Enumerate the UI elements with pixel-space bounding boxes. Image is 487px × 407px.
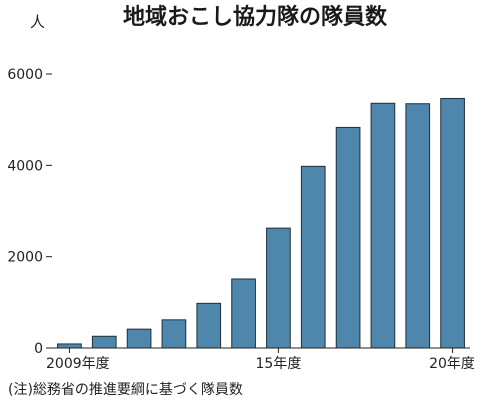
- bar-2012: [161, 319, 187, 349]
- x-tick-label: 15年度: [256, 356, 302, 372]
- y-tick-label: 2000: [7, 250, 43, 266]
- bar-2020: [440, 97, 465, 349]
- x-tick-label: 2009年度: [46, 356, 110, 372]
- bar-2017: [335, 126, 361, 349]
- y-tick-label: 4000: [7, 158, 43, 174]
- y-axis: 0 2000 4000 6000: [7, 67, 52, 357]
- y-tick-label: 6000: [7, 67, 43, 83]
- chart-title: 地域おこし協力隊の隊員数: [123, 4, 388, 30]
- bar-2013: [196, 302, 222, 349]
- bars: [57, 97, 465, 349]
- bar-2014: [231, 278, 256, 349]
- y-axis-unit: 人: [30, 13, 45, 31]
- bar-2010: [91, 335, 117, 349]
- y-tick-label: 0: [34, 341, 43, 357]
- bar-2011: [126, 328, 152, 349]
- bar-2009: [57, 343, 82, 349]
- bar-2018: [370, 102, 396, 349]
- x-tick-label: 20年度: [429, 356, 475, 372]
- bar-2019: [405, 103, 431, 349]
- chart-note: (注)総務省の推進要綱に基づく隊員数: [8, 381, 243, 398]
- x-axis: 2009年度 15年度 20年度: [46, 348, 475, 372]
- bar-2016: [300, 165, 326, 349]
- bar-2015: [266, 227, 291, 349]
